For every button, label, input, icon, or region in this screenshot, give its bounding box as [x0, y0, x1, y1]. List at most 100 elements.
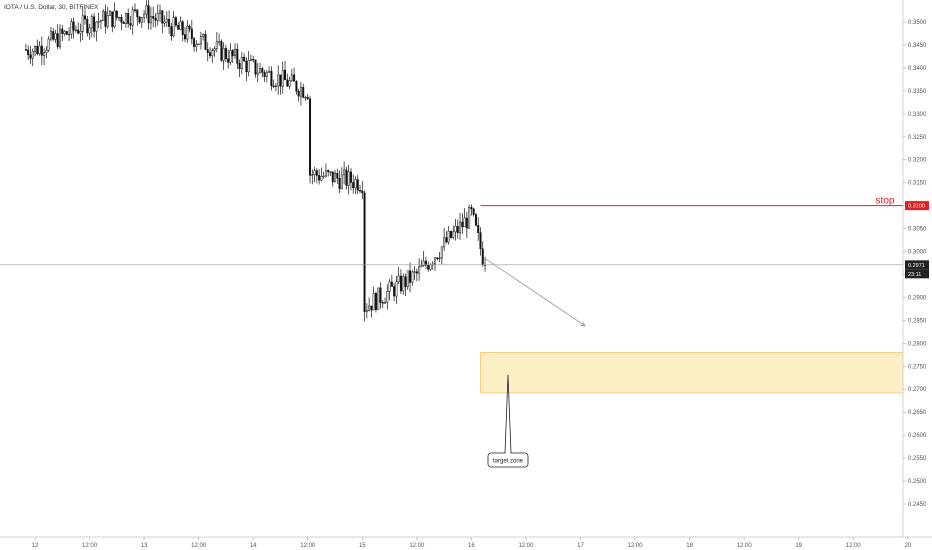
candle[interactable]	[254, 59, 257, 78]
candle[interactable]	[49, 26, 52, 42]
candle[interactable]	[436, 257, 439, 261]
candle[interactable]	[149, 7, 152, 30]
candle[interactable]	[190, 19, 193, 45]
candle[interactable]	[170, 22, 173, 41]
candle[interactable]	[161, 9, 164, 34]
candle[interactable]	[463, 208, 466, 228]
candle[interactable]	[413, 266, 416, 281]
candle[interactable]	[327, 169, 330, 177]
candle[interactable]	[45, 45, 48, 59]
candle[interactable]	[206, 42, 209, 62]
candle[interactable]	[184, 27, 187, 43]
candle[interactable]	[136, 9, 139, 26]
candle[interactable]	[343, 161, 346, 185]
candle[interactable]	[324, 163, 327, 178]
candle[interactable]	[420, 259, 423, 268]
candle[interactable]	[259, 62, 262, 74]
candle[interactable]	[336, 168, 339, 184]
candle[interactable]	[481, 241, 484, 267]
candle[interactable]	[238, 59, 241, 78]
candle[interactable]	[359, 185, 362, 194]
candle[interactable]	[415, 268, 418, 282]
candle[interactable]	[349, 168, 352, 191]
candle[interactable]	[134, 3, 137, 13]
candle[interactable]	[449, 230, 452, 239]
candle[interactable]	[227, 49, 230, 69]
candle[interactable]	[138, 16, 141, 25]
candle[interactable]	[97, 12, 100, 29]
candle[interactable]	[224, 44, 227, 62]
candle[interactable]	[268, 66, 271, 74]
price-axis[interactable]: 0.3500 0.3450 0.3400 0.3350 0.3300 0.3250 0.32…	[902, 0, 929, 537]
candle[interactable]	[252, 55, 255, 63]
candle[interactable]	[306, 93, 309, 100]
candle[interactable]	[447, 225, 450, 245]
candle[interactable]	[459, 212, 462, 241]
candle[interactable]	[70, 18, 73, 39]
candle[interactable]	[299, 81, 302, 106]
candle[interactable]	[193, 36, 196, 52]
candle[interactable]	[334, 170, 337, 183]
candle[interactable]	[63, 30, 66, 36]
candle[interactable]	[456, 219, 459, 239]
candle[interactable]	[243, 53, 246, 62]
candle[interactable]	[304, 95, 307, 101]
candle[interactable]	[297, 88, 300, 102]
candle[interactable]	[288, 76, 291, 90]
candle[interactable]	[277, 65, 280, 95]
candle[interactable]	[374, 291, 377, 313]
candle[interactable]	[409, 262, 412, 293]
candle[interactable]	[88, 23, 91, 40]
candle[interactable]	[270, 66, 273, 91]
candle[interactable]	[202, 33, 205, 41]
candle[interactable]	[204, 30, 207, 50]
candle[interactable]	[65, 30, 68, 35]
candle[interactable]	[215, 31, 218, 53]
candle[interactable]	[281, 61, 284, 94]
candle[interactable]	[363, 190, 366, 322]
candle[interactable]	[140, 16, 143, 29]
candle[interactable]	[95, 21, 98, 42]
time-axis[interactable]: 12 12:00 13 12:00 14 12:00 15 12:00 16 12:00 17 12:…	[0, 536, 932, 549]
candle[interactable]	[390, 274, 393, 287]
target-zone-callout[interactable]: target zone	[487, 374, 529, 468]
candle[interactable]	[120, 14, 123, 31]
target-zone[interactable]	[480, 352, 904, 394]
candle[interactable]	[474, 213, 477, 227]
candle[interactable]	[422, 251, 425, 267]
candle[interactable]	[77, 22, 80, 35]
candle[interactable]	[229, 43, 232, 66]
candle[interactable]	[454, 219, 457, 241]
candle[interactable]	[340, 167, 343, 190]
candle[interactable]	[106, 6, 109, 29]
candle[interactable]	[24, 43, 27, 51]
candle[interactable]	[247, 51, 250, 77]
candle[interactable]	[411, 269, 414, 286]
candle[interactable]	[99, 19, 102, 30]
candle[interactable]	[234, 43, 237, 60]
candle[interactable]	[222, 42, 225, 71]
candle[interactable]	[272, 79, 275, 88]
candle[interactable]	[122, 20, 125, 25]
candle[interactable]	[338, 170, 341, 193]
candle[interactable]	[309, 95, 312, 184]
candle[interactable]	[406, 270, 409, 290]
candle[interactable]	[465, 211, 468, 238]
candle[interactable]	[156, 4, 159, 26]
candle[interactable]	[147, 0, 150, 30]
candle[interactable]	[154, 13, 157, 28]
candle[interactable]	[477, 217, 480, 241]
candle[interactable]	[438, 252, 441, 263]
candle[interactable]	[231, 49, 234, 63]
candle[interactable]	[127, 8, 130, 28]
candle[interactable]	[179, 16, 182, 30]
candle[interactable]	[329, 171, 332, 176]
candle[interactable]	[68, 27, 71, 42]
candle[interactable]	[124, 12, 127, 28]
candle[interactable]	[29, 45, 32, 65]
candle[interactable]	[377, 287, 380, 310]
candle[interactable]	[199, 31, 202, 50]
candle[interactable]	[209, 47, 212, 59]
candle[interactable]	[36, 39, 39, 56]
candle[interactable]	[111, 11, 114, 33]
